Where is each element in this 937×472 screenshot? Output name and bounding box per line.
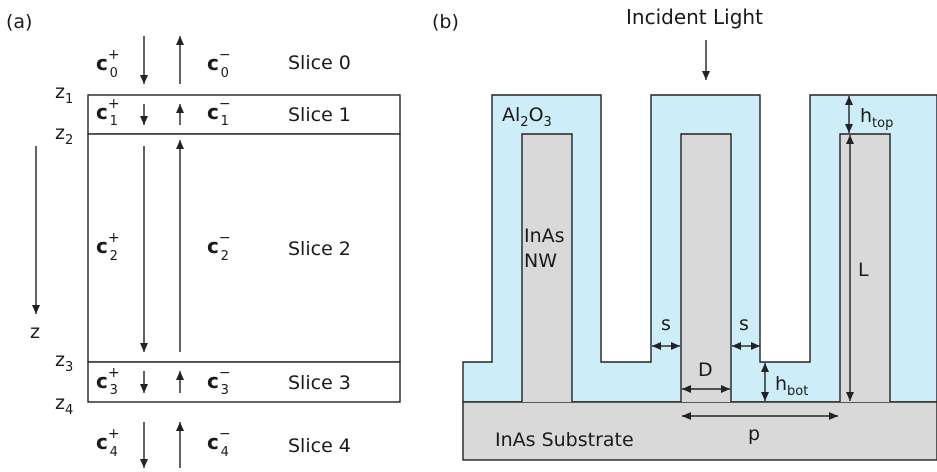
coeff-plus-0: c+ 0 (96, 47, 120, 81)
coeff-plus-2: c+ 2 (96, 230, 120, 264)
nanowire-label-line1: InAs (524, 225, 565, 247)
slice-3-label: Slice 3 (288, 372, 351, 394)
dim-hbot-label: hbot (775, 373, 808, 399)
panel-a: (a) z1 z2 z3 z4 z c+ 0 c− 0 Slice 0 c+ 1 c−… (6, 11, 401, 468)
interface-label-z4: z4 (55, 392, 73, 418)
slice-3-box (87, 361, 401, 403)
slice-4-label: Slice 4 (288, 435, 351, 457)
shell-material-label: Al2O3 (502, 104, 552, 130)
nanowire-3 (839, 133, 891, 402)
panel-a-label: (a) (6, 11, 32, 33)
substrate (462, 401, 937, 461)
interface-label-z2: z2 (55, 122, 73, 148)
dim-htop-label: htop (860, 105, 893, 131)
slice-0-label: Slice 0 (288, 52, 351, 74)
coeff-minus-0: c− 0 (207, 47, 231, 81)
coeff-plus-4: c+ 4 (96, 426, 120, 460)
slice-2-label: Slice 2 (288, 238, 351, 260)
incident-light-label: Incident Light (626, 5, 763, 29)
interface-label-z3: z3 (55, 349, 73, 375)
coeff-minus-2: c− 2 (207, 230, 231, 264)
slice-1-label: Slice 1 (288, 104, 351, 126)
dim-L-label: L (858, 259, 869, 281)
slice-1-box (87, 94, 401, 135)
nanowire-2 (680, 133, 732, 402)
dim-s-left-label: s (661, 313, 671, 335)
coeff-plus-3: c+ 3 (96, 365, 120, 398)
coeff-minus-3: c− 3 (207, 365, 231, 398)
slice-2-box (87, 133, 401, 363)
panel-b-label: (b) (432, 11, 459, 33)
coeff-minus-1: c− 1 (207, 96, 231, 129)
dim-D-label: D (698, 359, 713, 381)
substrate-label: InAs Substrate (495, 429, 634, 451)
coeff-plus-1: c+ 1 (96, 96, 120, 129)
interface-label-z1: z1 (55, 81, 73, 107)
dim-s-right-label: s (739, 313, 749, 335)
nanowire-label-line2: NW (524, 250, 557, 272)
nanowire-1 (521, 133, 573, 402)
dim-p-label: p (748, 423, 760, 445)
panel-b: (b) Incident Light Al2O3 InAs NW InAs Su… (432, 5, 937, 461)
z-axis-label: z (30, 321, 40, 343)
coeff-minus-4: c− 4 (207, 426, 231, 460)
